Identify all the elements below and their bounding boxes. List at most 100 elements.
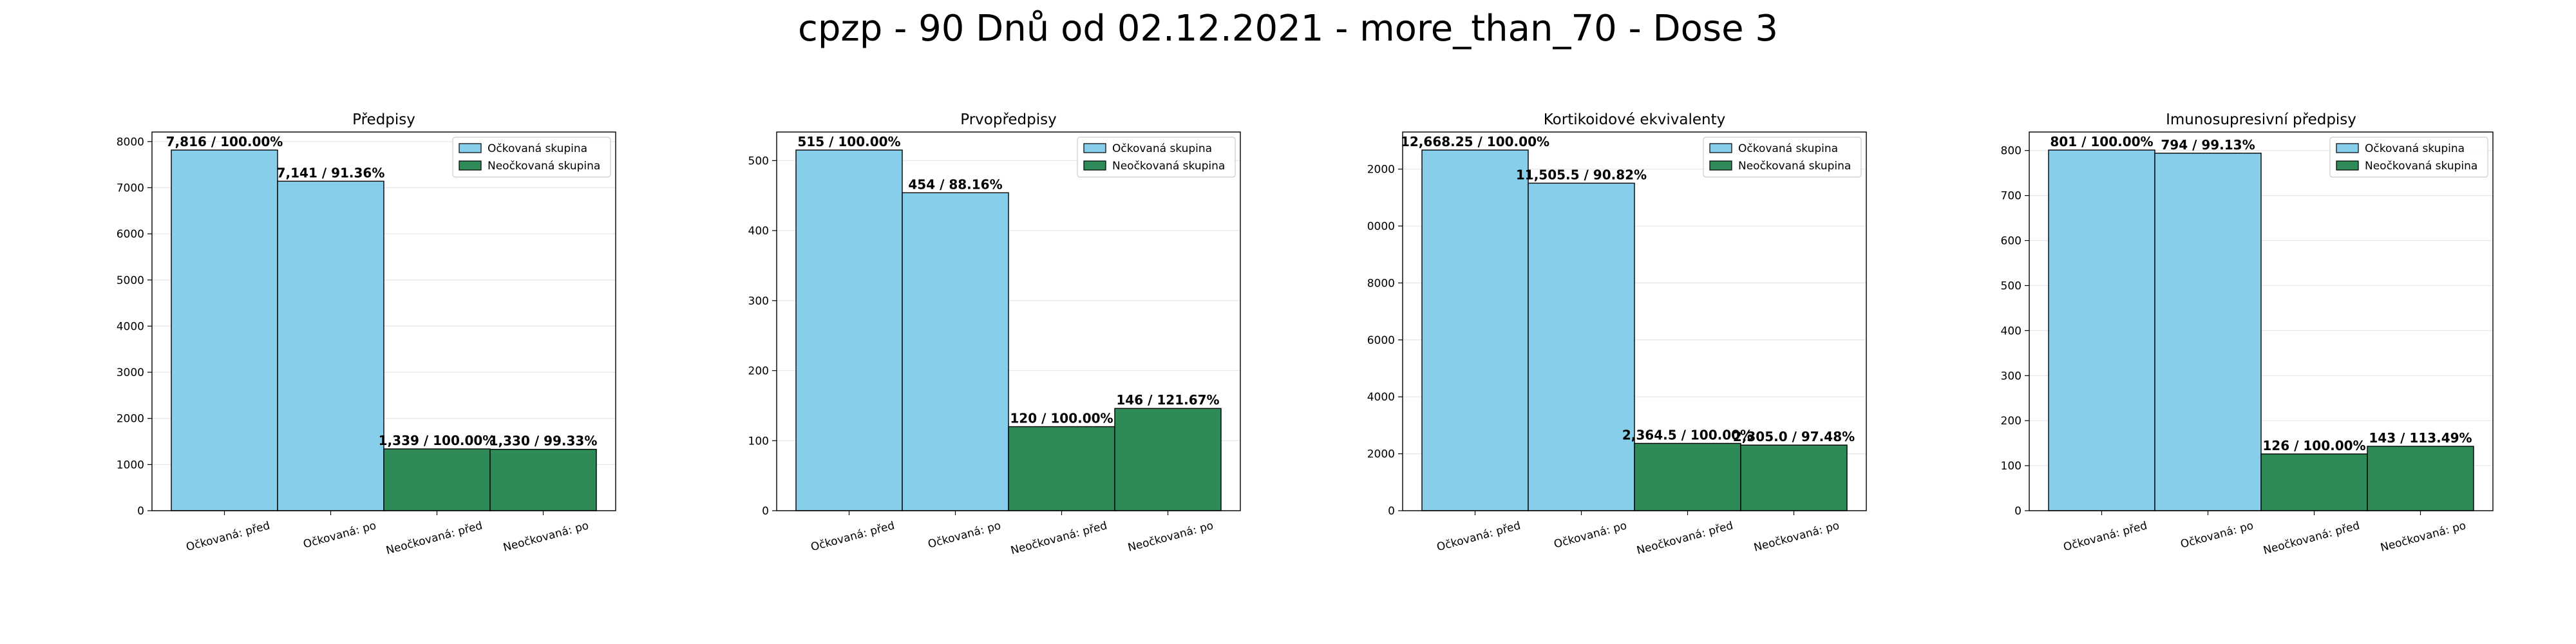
legend-swatch: [1083, 160, 1106, 171]
chart-prvopredpisy: Prvopředpisy 0 100 200 300 400 500 515 / 100.00…: [741, 106, 1385, 570]
y-tick-label: 0: [762, 505, 769, 518]
legend-swatch: [459, 160, 482, 171]
data-label: 120 / 100.00%: [1010, 411, 1113, 426]
y-tick-label: 4000: [117, 320, 144, 333]
bar-3: [383, 448, 491, 511]
x-tick-label: Neočkovaná: po: [2379, 519, 2467, 554]
x-tick-label: Neočkovaná: po: [1752, 519, 1841, 554]
y-tick-label: 800: [2001, 145, 2022, 158]
x-tick-label: Neočkovaná: před: [2262, 519, 2361, 557]
legend-box: [1703, 137, 1862, 178]
y-tick-label: 400: [2001, 325, 2022, 337]
bar-4: [1114, 408, 1222, 511]
chart-prvopredpisy-svg: Prvopředpisy 0 100 200 300 400 500 515 / 100.00…: [748, 111, 1241, 557]
chart-kortikoidove-ekvivalenty-svg: Kortikoidové ekvivalenty 0 2000 4000 6000 800…: [1367, 111, 1867, 557]
data-label: 126 / 100.00%: [2262, 438, 2365, 453]
subplot-title: Imunosupresivní předpisy: [2166, 111, 2356, 128]
data-label: 7,141 / 91.36%: [277, 165, 385, 180]
bar-2: [277, 180, 384, 511]
subplot-title: Prvopředpisy: [960, 111, 1057, 128]
legend-box: [452, 137, 611, 178]
y-tick-label: 200: [748, 365, 769, 378]
bar-2: [2154, 153, 2262, 511]
y-tick-label: 700: [2001, 190, 2022, 203]
y-tick-label: 200: [2001, 415, 2022, 428]
data-label: 2,364.5 / 100.00%: [1622, 427, 1753, 442]
y-tick-label: 500: [748, 155, 769, 167]
legend-label: Očkovaná skupina: [2365, 142, 2465, 155]
x-tick-label: Očkovaná: po: [2179, 519, 2255, 551]
y-tick-label: 4000: [1367, 391, 1395, 404]
legend-label: Neočkovaná skupina: [488, 160, 600, 173]
data-label: 794 / 99.13%: [2161, 137, 2255, 153]
legend-label: Očkovaná skupina: [1738, 142, 1838, 155]
chart-imunosupresivni-predpisy-svg: Imunosupresivní předpisy 0 100 200 300 400 500…: [2001, 111, 2494, 557]
chart-predpisy: Předpisy 0 1000 2000 3000 4000 5000 6000 7000 800…: [116, 106, 760, 570]
y-tick-label: 8000: [117, 136, 144, 149]
y-tick-label: 2000: [117, 413, 144, 426]
legend-swatch: [1083, 143, 1106, 153]
chart-predpisy-svg: Předpisy 0 1000 2000 3000 4000 5000 6000 7000 800…: [117, 111, 616, 557]
data-label: 2,305.0 / 97.48%: [1733, 429, 1855, 444]
legend-label: Neočkovaná skupina: [1112, 160, 1225, 173]
legend-box: [2329, 137, 2488, 178]
x-tick-label: Neočkovaná: po: [502, 519, 590, 554]
y-tick-label: 6000: [1367, 334, 1395, 347]
x-tick-label: Neočkovaná: po: [1126, 519, 1215, 554]
x-tick-label: Očkovaná: po: [302, 519, 378, 551]
x-tick-label: Očkovaná: před: [810, 519, 896, 554]
x-tick-label: Očkovaná: před: [2062, 519, 2148, 554]
bar-2: [902, 192, 1009, 511]
y-tick-label: 7000: [117, 182, 144, 194]
data-label: 143 / 113.49%: [2369, 430, 2472, 446]
figure-title: cpzp - 90 Dnů od 02.12.2021 - more_than_…: [798, 8, 1778, 50]
data-label: 1,330 / 99.33%: [489, 433, 598, 449]
axes-frame: [776, 131, 1241, 511]
data-label: 1,339 / 100.00%: [379, 433, 496, 448]
y-tick-label: 600: [2001, 235, 2022, 248]
x-tick-label: Neočkovaná: před: [1635, 519, 1734, 557]
bar-4: [489, 449, 597, 511]
x-tick-label: Očkovaná: před: [1435, 519, 1522, 554]
y-tick-label: 8000: [1367, 277, 1395, 290]
bar-4: [1740, 444, 1848, 511]
data-label: 146 / 121.67%: [1116, 392, 1219, 408]
y-tick-label: 300: [2001, 370, 2022, 383]
data-label: 7,816 / 100.00%: [166, 134, 283, 149]
chart-kortikoidove-ekvivalenty: Kortikoidové ekvivalenty 0 2000 4000 6000 800…: [1367, 106, 2011, 570]
y-tick-label: 400: [748, 225, 769, 238]
legend-swatch: [1709, 160, 1732, 171]
bar-1: [795, 149, 903, 511]
bar-1: [1421, 149, 1529, 511]
legend-label: Očkovaná skupina: [488, 142, 587, 155]
y-tick-label: 3000: [117, 366, 144, 379]
y-tick-label: 500: [2001, 279, 2022, 292]
y-tick-label: 100: [748, 435, 769, 448]
data-label: 11,505.5 / 90.82%: [1516, 167, 1647, 182]
legend-label: Očkovaná skupina: [1112, 142, 1212, 155]
bar-2: [1528, 182, 1635, 511]
y-tick-label: 6000: [117, 228, 144, 241]
data-label: 801 / 100.00%: [2050, 134, 2153, 149]
x-tick-label: Očkovaná: po: [1553, 519, 1629, 551]
bar-1: [171, 149, 278, 511]
y-tick-label: 0: [137, 505, 144, 518]
subplot-title: Předpisy: [352, 111, 415, 128]
bar-3: [2260, 453, 2368, 511]
bar-1: [2048, 149, 2155, 511]
bar-4: [2367, 446, 2474, 511]
y-tick-label: 300: [748, 295, 769, 308]
y-tick-label: 100: [2001, 460, 2022, 473]
legend-swatch: [2336, 160, 2359, 171]
y-tick-label: 0: [2014, 505, 2022, 518]
data-label: 12,668.25 / 100.00%: [1401, 134, 1549, 149]
bar-3: [1634, 442, 1741, 511]
x-tick-label: Očkovaná: před: [185, 519, 271, 554]
legend-box: [1077, 137, 1236, 178]
legend-swatch: [459, 143, 482, 153]
x-tick-label: Neočkovaná: před: [1009, 519, 1108, 557]
y-tick-label: 12000: [1367, 164, 1395, 176]
legend-swatch: [1709, 143, 1732, 153]
y-tick-label: 10000: [1367, 220, 1395, 233]
legend-swatch: [2336, 143, 2359, 153]
